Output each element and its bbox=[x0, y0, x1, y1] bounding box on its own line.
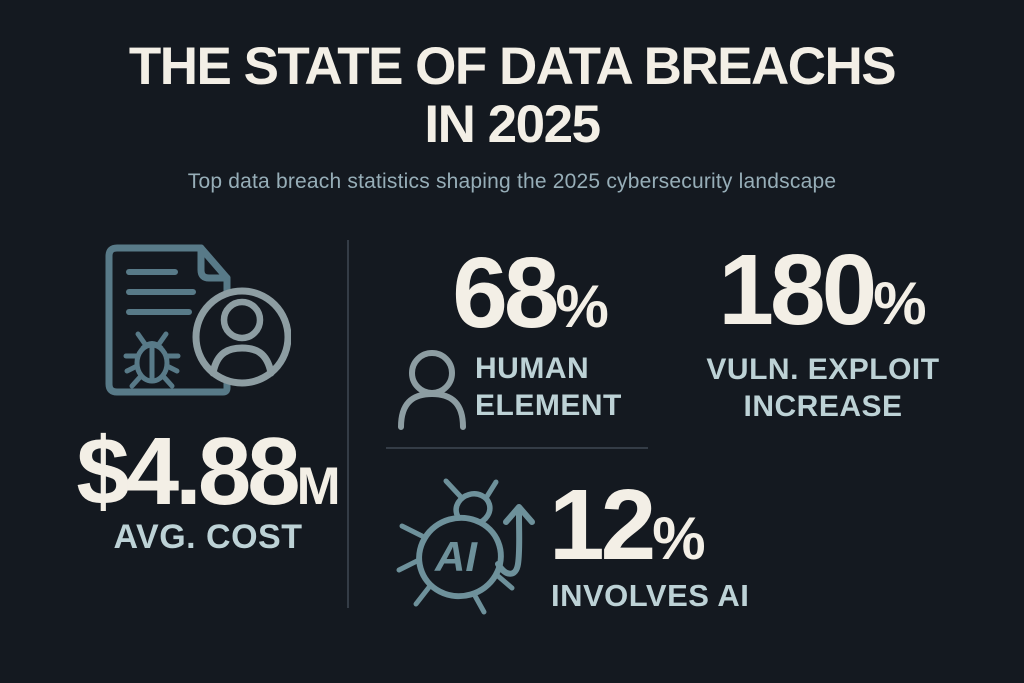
involves-ai-number: 12 bbox=[549, 469, 656, 581]
avg-cost-suffix: M bbox=[296, 457, 341, 516]
vertical-divider bbox=[347, 240, 349, 608]
document-bug-avatar-icon bbox=[101, 242, 291, 434]
human-element-number: 68 bbox=[452, 237, 559, 349]
bug-ai-arrow-icon: AI bbox=[394, 474, 550, 616]
avg-cost-value: $4.88M bbox=[28, 424, 388, 520]
vuln-exploit-number: 180 bbox=[718, 234, 877, 346]
page-title: THE STATE OF DATA BREACHS IN 2025 bbox=[0, 38, 1024, 154]
bug-ai-label: AI bbox=[434, 533, 478, 580]
title-line-1: THE STATE OF DATA BREACHS bbox=[128, 37, 897, 96]
involves-ai-value: 12% bbox=[549, 475, 706, 575]
human-element-label: HUMAN ELEMENT bbox=[475, 352, 622, 422]
vuln-exploit-label: VULN. EXPLOIT INCREASE bbox=[706, 353, 940, 423]
vuln-exploit-value: 180% bbox=[692, 240, 952, 340]
human-element-suffix: % bbox=[555, 273, 608, 340]
person-outline-icon bbox=[397, 348, 467, 430]
avg-cost-number: $4.88 bbox=[76, 418, 300, 525]
involves-ai-suffix: % bbox=[652, 505, 705, 572]
title-line-2: IN 2025 bbox=[424, 95, 601, 154]
vuln-exploit-suffix: % bbox=[873, 270, 926, 337]
avg-cost-label: AVG. COST bbox=[113, 518, 303, 556]
human-element-row: HUMAN ELEMENT bbox=[397, 348, 655, 430]
human-element-value: 68% bbox=[400, 243, 660, 343]
page-subtitle: Top data breach statistics shaping the 2… bbox=[187, 170, 837, 193]
involves-ai-label: INVOLVES AI bbox=[551, 578, 750, 613]
horizontal-divider bbox=[386, 447, 648, 449]
